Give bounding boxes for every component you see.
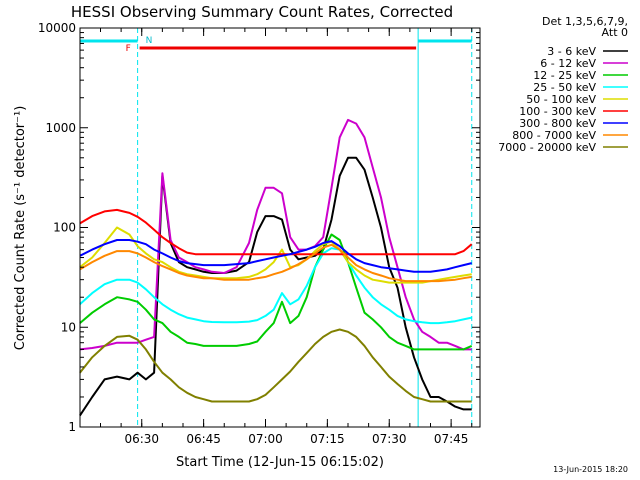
plot-frame <box>79 27 481 428</box>
legend-label-8: 7000 - 20000 keV <box>498 141 596 154</box>
y-tick-label: 10 <box>61 320 76 334</box>
x-tick-label: 07:30 <box>372 432 407 446</box>
y-tick-label: 1 <box>68 420 76 434</box>
series-line-6 <box>79 239 472 273</box>
x-tick-label: 06:30 <box>124 432 159 446</box>
legend-label-3: 25 - 50 keV <box>533 81 596 94</box>
x-axis: 06:30 06:45 07:00 07:15 07:30 07:45 <box>99 28 473 446</box>
legend-title-line1: Det 1,3,5,6,7,9, <box>542 15 628 28</box>
series-line-1 <box>79 118 472 351</box>
legend-label-0: 3 - 6 keV <box>547 45 596 58</box>
plot-timestamp: 13-Jun-2015 18:20 <box>553 465 628 474</box>
legend-label-4: 50 - 100 keV <box>526 93 596 106</box>
x-axis-label: Start Time (12-Jun-15 06:15:02) <box>176 455 384 470</box>
series-line-2 <box>79 233 473 351</box>
flag-n-label: N <box>146 36 153 46</box>
x-tick-label: 07:45 <box>434 432 469 446</box>
plot-area: FN <box>79 28 473 427</box>
legend-label-7: 800 - 7000 keV <box>512 129 596 142</box>
x-tick-label: 07:00 <box>248 432 283 446</box>
y-axis: 1 10 100 1000 10000 <box>38 21 480 434</box>
y-tick-label: 100 <box>53 221 76 235</box>
y-tick-label: 1000 <box>45 121 76 135</box>
series-line-3 <box>79 247 472 325</box>
series-line-0 <box>79 156 472 417</box>
flag-f-label: F <box>126 44 131 54</box>
y-tick-label: 10000 <box>38 21 76 35</box>
x-tick-label: 07:15 <box>310 432 345 446</box>
chart-title: HESSI Observing Summary Count Rates, Cor… <box>71 3 453 21</box>
series-line-7 <box>79 243 472 283</box>
legend-label-6: 300 - 800 keV <box>519 117 596 130</box>
x-tick-label: 06:45 <box>186 432 221 446</box>
series-line-8 <box>79 328 472 403</box>
legend-label-5: 100 - 300 keV <box>519 105 596 118</box>
legend-label-1: 6 - 12 keV <box>540 57 596 70</box>
legend-title-line2: Att 0 <box>602 26 628 39</box>
legend-label-2: 12 - 25 keV <box>533 69 596 82</box>
y-axis-label: Corrected Count Rate (s⁻¹ detector⁻¹) <box>13 106 28 351</box>
